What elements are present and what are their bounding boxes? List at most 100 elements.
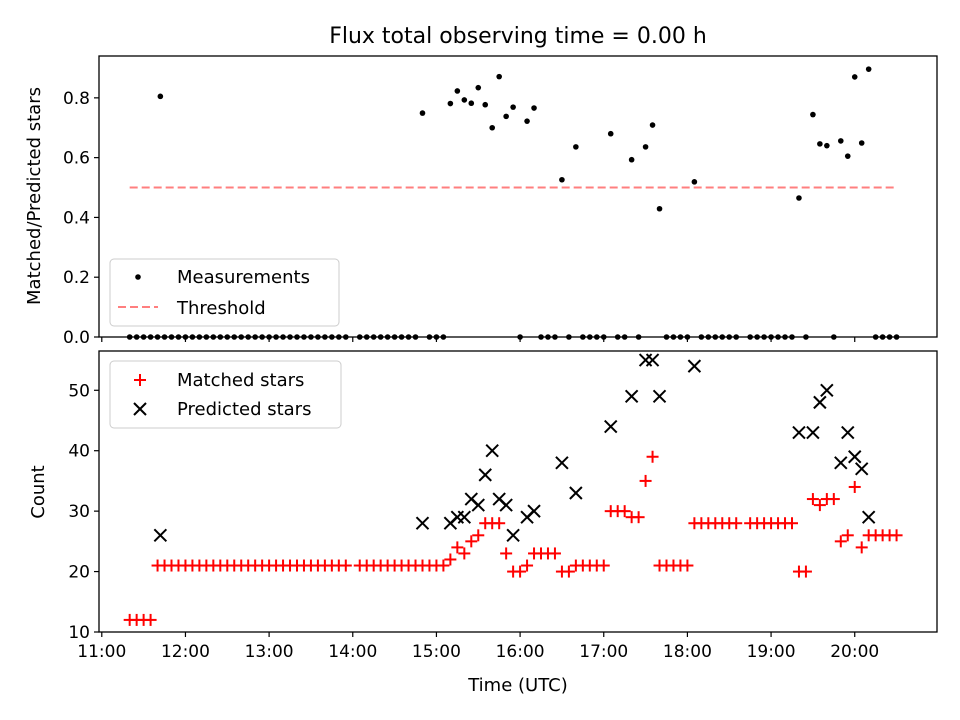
predicted-star-point [485,444,499,458]
matched-star-point [632,511,645,524]
top-panel: Flux total observing time = 0.00 h Match… [24,24,938,348]
matched-star-point [437,559,450,572]
matched-star-point [548,547,561,560]
predicted-star-point [569,486,583,500]
predicted-star-point [792,425,806,440]
matched-star-point [500,547,513,560]
top-ytick-label: 0.8 [63,89,90,109]
matched-star-point [458,547,471,560]
measurement-point [837,138,844,144]
matched-star-point [639,474,652,487]
legend-matched-label: Matched stars [177,370,304,391]
measurement-point [496,73,502,80]
bottom-xtick-label: 14:00 [328,642,377,662]
measurement-point [573,144,579,150]
matched-star-point [855,541,868,554]
matched-star-point [730,517,743,530]
top-axes-frame [98,55,938,338]
measurement-point [489,124,496,131]
bottom-xtick-label: 12:00 [161,642,210,662]
matched-star-point [799,565,812,578]
matched-star-point [618,505,631,518]
predicted-star-point [848,450,862,464]
bottom-xtick-label: 15:00 [412,642,461,662]
top-legend: Measurements Threshold [109,258,340,327]
predicted-star-point [820,383,834,397]
bottom-xtick-label: 19:00 [747,642,796,662]
bottom-ytick-label: 50 [68,381,90,401]
measurement-point [656,205,663,212]
matched-star-point [451,541,464,554]
matched-star-point [472,529,485,542]
predicted-star-point [478,468,492,482]
matched-star-point [144,613,157,626]
measurement-point [157,93,164,100]
predicted-star-point [841,425,855,440]
bottom-ytick-label: 20 [68,563,90,583]
bottom-plot-area: 10 20 30 40 50 11:00 12:00 13:00 14:00 15:00 16:00… [68,353,903,662]
measurement-point [865,66,872,72]
predicted-star-point [415,516,430,530]
measurement-point [454,88,461,94]
bottom-legend: Matched stars Predicted stars [109,360,342,429]
measurement-point [559,176,565,183]
predicted-star-point [624,389,639,404]
matched-star-point [562,565,575,578]
predicted-star-point [499,498,513,512]
bottom-ytick-label: 30 [68,502,90,522]
predicted-star-point [450,510,465,524]
predicted-star-point [806,425,820,440]
measurement-point [844,153,851,159]
predicted-star-point [861,510,876,524]
measurement-point [628,156,635,163]
measurement-point [468,100,475,107]
top-ytick-label: 0.2 [63,268,90,288]
bottom-xtick-label: 20:00 [830,642,879,662]
measurement-point [642,144,649,150]
predicted-star-point [638,353,653,367]
predicted-star-point [457,510,472,524]
predicted-star-point [834,456,848,470]
predicted-star-point [604,419,618,434]
predicted-star-point [813,395,827,410]
measurement-point [510,104,516,110]
matched-star-point [785,517,798,530]
measurement-point [475,84,482,91]
predicted-star-point [153,528,168,543]
matched-star-point [890,529,903,542]
legend-measurements-marker [135,274,141,280]
bottom-xtick-label: 17:00 [579,642,628,662]
bottom-panel-ylabel: Count [28,465,49,518]
matched-star-point [848,480,861,493]
legend-predicted-label: Predicted stars [177,399,311,420]
measurement-point [531,105,537,111]
matched-star-point [521,559,534,572]
top-ytick-label: 0.4 [63,208,90,228]
matched-star-point [841,529,854,542]
predicted-star-point [687,359,702,373]
measurement-point [503,113,509,120]
top-legend-box [109,258,340,327]
top-ytick-label: 0.0 [63,328,90,348]
matched-star-point [834,535,847,548]
matched-star-point [813,499,826,512]
legend-matched-marker [134,374,146,386]
measurement-point [607,130,614,137]
predicted-star-point [471,498,485,512]
top-ytick-label: 0.6 [63,149,90,169]
matched-star-point [465,535,478,548]
matched-star-point [646,450,659,463]
measurement-point [447,100,454,107]
predicted-star-point [506,528,520,543]
bottom-xtick-label: 18:00 [663,642,712,662]
matched-star-point [444,553,457,566]
matched-star-point [806,493,819,506]
predicted-star-point [854,462,869,476]
bottom-xtick-label: 11:00 [77,642,126,662]
top-panel-ylabel: Matched/Predicted stars [24,87,45,305]
legend-measurements-label: Measurements [177,267,310,288]
measurement-point [524,118,530,124]
matched-star-point [681,559,694,572]
measurement-point [649,122,656,128]
measurement-point [691,179,698,185]
